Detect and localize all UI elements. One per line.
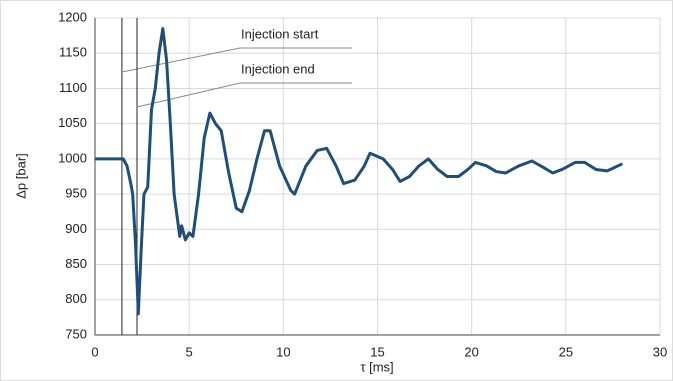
x-tick-label: 15 xyxy=(370,344,384,359)
y-tick-label: 1200 xyxy=(58,9,87,24)
y-tick-label: 1050 xyxy=(58,115,87,130)
y-tick-label: 1000 xyxy=(58,150,87,165)
y-tick-label: 850 xyxy=(65,256,87,271)
y-axis-label: Δp [bar] xyxy=(13,153,28,199)
x-tick-label: 25 xyxy=(559,344,573,359)
y-tick-label: 1100 xyxy=(59,80,87,95)
x-axis-label: τ [ms] xyxy=(360,359,393,374)
x-tick-label: 10 xyxy=(276,344,290,359)
data-line xyxy=(95,27,623,316)
y-tick-label: 800 xyxy=(65,291,87,306)
y-tick-label: 900 xyxy=(65,221,87,236)
leader-line xyxy=(121,47,352,73)
leader-line xyxy=(136,82,352,108)
y-tick-label: 1150 xyxy=(59,45,87,60)
annotation: Injection start xyxy=(241,26,319,41)
x-tick-label: 20 xyxy=(464,344,478,359)
y-tick-label: 950 xyxy=(65,186,87,201)
y-tick-label: 750 xyxy=(65,326,87,341)
x-tick-label: 5 xyxy=(186,344,193,359)
x-tick-label: 0 xyxy=(91,344,98,359)
x-tick-label: 30 xyxy=(653,344,667,359)
annotation: Injection end xyxy=(241,61,315,76)
